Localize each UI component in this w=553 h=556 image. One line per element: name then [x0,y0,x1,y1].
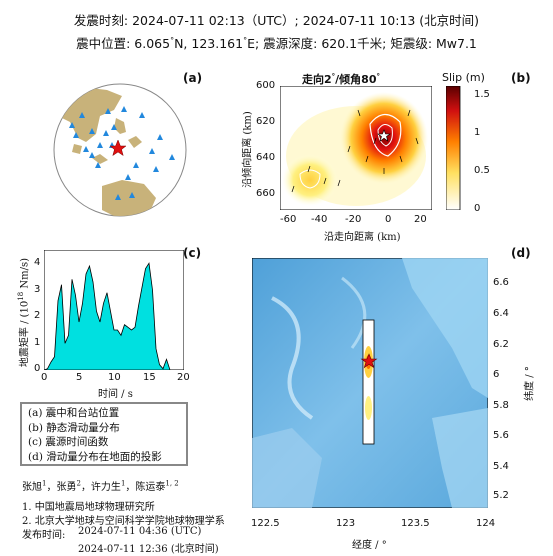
epicenter-info: 震中位置: 6.065°N, 123.161°E; 震源深度: 620.1千米;… [0,33,553,52]
cb-tick: 0.5 [474,165,490,176]
author-sup: 2 [76,479,81,488]
c-ytick: 3 [34,284,41,295]
d-ytick: 5.2 [493,490,509,501]
deg-symbol: ° [243,35,248,45]
epicenter-lat: 震中位置: 6.065 [76,36,171,51]
epicenter-star-icon [109,139,127,157]
b-ytick: 660 [256,188,276,199]
c-xtick: 10 [108,372,121,383]
release-label: 发布时间: [22,530,66,541]
hypocenter-star-icon [377,129,391,142]
c-ytick: 2 [34,310,41,321]
c-xtick: 5 [76,372,83,383]
d-xtick: 123.5 [401,518,430,529]
d-xlabel: 经度 / ° [352,540,387,551]
release-time-utc: 2024-07-11 04:36 (UTC) [78,526,202,537]
epicenter-lon: N, 123.161 [174,36,244,51]
legend-item: (a) 震中和台站位置 [28,407,120,419]
b-ylabel: 沿倾向距离 (km) [242,111,254,188]
author: ，许力生 [80,482,121,493]
panel-c-label: (c) [183,246,202,260]
slip-map [280,86,432,210]
d-ytick: 5.6 [493,430,509,441]
author: ，陈运泰 [125,482,166,493]
deg-symbol: ° [331,72,336,81]
cb-tick: 1 [474,127,481,138]
b-xlabel: 沿走向距离 (km) [324,232,401,243]
stf-area [44,262,171,370]
b-xtick: -40 [311,214,328,225]
source-time-function [44,250,184,370]
b-ytick: 640 [256,152,276,163]
cb-tick: 1.5 [474,89,490,100]
author-sup: 1 [42,479,47,488]
c-xtick: 0 [41,372,48,383]
b-ytick: 600 [256,80,276,91]
slip-colorbar [446,86,461,210]
c-xtick: 20 [177,372,190,383]
b-ytick: 620 [256,116,276,127]
c-xlabel: 时间 / s [98,389,133,400]
strike-text: 走向2 [302,73,332,86]
d-xtick: 124 [476,518,496,529]
b-xtick: 0 [385,214,392,225]
dip-text: /倾角80 [335,73,377,86]
deg-symbol: ° [170,35,175,45]
c-ytick: 0 [34,363,41,374]
station-globe [53,83,187,217]
fault-plane [362,319,375,445]
c-ytick: 1 [34,337,41,348]
c-ylabel-sup: 18 [17,291,26,301]
d-ytick: 5.8 [493,400,509,411]
origin-time: 发震时刻: 2024-07-11 02:13（UTC）; 2024-07-11 … [73,13,480,28]
affiliation-2: 2. 北京大学地球与空间科学学院地球物理学系 [22,516,225,527]
author: 张旭 [22,482,42,493]
d-xtick: 122.5 [251,518,280,529]
b-xtick: -20 [345,214,362,225]
d-ytick: 5.4 [493,461,509,472]
c-ylabel-a: 地震矩率 / (10 [19,300,31,368]
panel-d-label: (d) [511,246,531,260]
panel-b-label: (b) [511,71,531,85]
release-time-bj: 2024-07-11 12:36 (北京时间) [78,544,219,555]
station-markers [69,106,175,200]
d-ylabel: 纬度 / ° [524,366,536,401]
legend-item: (b) 静态滑动量分布 [28,421,120,434]
deg-symbol: ° [376,72,380,81]
authors: 张旭1，张勇2，许力生1，陈运泰1, 2 [22,478,179,493]
colorbar-label: Slip (m) [442,71,485,84]
affiliation-1: 1. 中国地震局地球物理研究所 [22,502,155,513]
c-ylabel: 地震矩率 / (1018 Nm/s) [16,248,31,378]
d-ytick: 6.6 [493,277,509,288]
cb-tick: 0 [474,203,481,214]
author: ，张勇 [46,482,77,493]
slip-projection-map [252,258,488,508]
c-ylabel-b: Nm/s) [19,257,31,292]
legend-item: (c) 震源时间函数 [28,436,109,448]
panel-b-title: 走向2°/倾角80° [302,71,380,87]
c-ytick: 4 [34,257,41,268]
slip-vectors [291,109,419,193]
d-ytick: 6 [493,369,500,380]
panel-legend: (a) 震中和台站位置 (b) 静态滑动量分布 (c) 震源时间函数 (d) 滑… [20,402,188,466]
panel-a-label: (a) [183,71,203,85]
d-ytick: 6.4 [493,308,509,319]
legend-item: (d) 滑动量分布在地面的投影 [28,450,162,463]
author-sup: 1 [120,479,126,488]
b-xtick: 20 [414,214,427,225]
b-xtick: -60 [280,214,297,225]
d-xtick: 123 [336,518,356,529]
d-ytick: 6.2 [493,339,509,350]
depth-mag: E; 震源深度: 620.1千米; 矩震级: Mw7.1 [247,36,477,51]
author-sup: 1, 2 [165,479,179,488]
c-xtick: 15 [143,372,156,383]
epicenter-star-icon [360,353,378,369]
